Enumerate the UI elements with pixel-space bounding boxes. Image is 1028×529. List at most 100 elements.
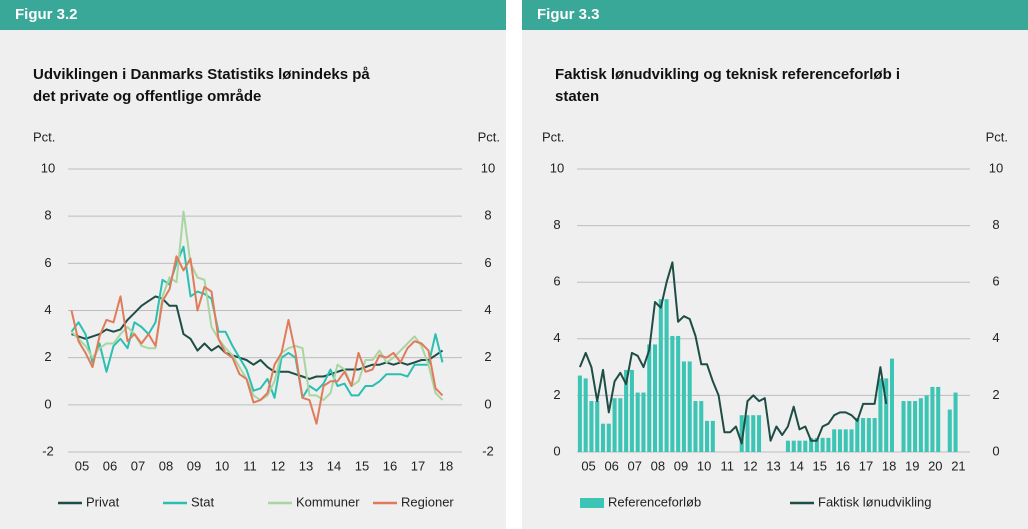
y2-tick-label: 0 (992, 443, 999, 458)
chart-title: staten (555, 88, 599, 105)
y-tick-label: 0 (553, 443, 560, 458)
x-tick-label: 18 (882, 458, 896, 473)
x-tick-label: 15 (813, 458, 827, 473)
bar (866, 418, 871, 452)
bar (629, 369, 634, 452)
bar (699, 401, 704, 452)
bar (600, 423, 606, 452)
chart-title: Udviklingen i Danmarks Statistiks lønind… (33, 66, 370, 83)
legend-label: Faktisk lønudvikling (818, 494, 931, 509)
x-tick-label: 10 (215, 458, 229, 473)
x-tick-label: 07 (131, 458, 145, 473)
x-tick-label: 13 (299, 458, 313, 473)
panel-header (0, 0, 506, 30)
bar (861, 418, 866, 452)
x-tick-label: 15 (355, 458, 369, 473)
x-tick-label: 13 (766, 458, 780, 473)
bar (606, 423, 611, 452)
bar (577, 375, 582, 452)
x-tick-label: 09 (187, 458, 201, 473)
bar (745, 415, 750, 452)
x-tick-label: 14 (789, 458, 803, 473)
x-tick-label: 12 (743, 458, 757, 473)
bar (930, 386, 935, 452)
bar (953, 392, 958, 452)
x-tick-label: 06 (604, 458, 618, 473)
chart-title: Faktisk lønudvikling og teknisk referenc… (555, 66, 900, 83)
y-tick-label: 6 (553, 274, 560, 289)
x-tick-label: 05 (75, 458, 89, 473)
x-tick-label: 10 (697, 458, 711, 473)
x-tick-label: 12 (271, 458, 285, 473)
x-tick-label: 08 (651, 458, 665, 473)
bar (803, 440, 808, 452)
x-tick-label: 08 (159, 458, 173, 473)
bar (624, 369, 629, 452)
bar (849, 429, 854, 452)
line (71, 295, 444, 380)
legend-swatch (580, 498, 604, 508)
bar (889, 358, 895, 452)
x-tick-label: 07 (628, 458, 642, 473)
chart-title: det private og offentlige område (33, 88, 261, 105)
x-tick-label: 18 (439, 458, 453, 473)
y-tick-label: 0 (44, 396, 51, 411)
bar (658, 299, 663, 452)
x-tick-label: 11 (243, 458, 257, 473)
bar (907, 401, 912, 452)
x-tick-label: 20 (928, 458, 942, 473)
line (578, 261, 888, 445)
panel (0, 0, 506, 529)
bar (918, 398, 923, 452)
bar (647, 344, 652, 452)
legend-label: Referenceforløb (608, 494, 701, 509)
bar (652, 344, 658, 452)
x-tick-label: 17 (859, 458, 873, 473)
line (70, 210, 444, 402)
y-tick-label: 4 (553, 330, 560, 345)
panel-header (522, 0, 1028, 30)
x-tick-label: 09 (674, 458, 688, 473)
bar (739, 415, 744, 452)
y2-axis-label: Pct. (986, 129, 1008, 144)
y-tick-label: 4 (44, 302, 51, 317)
x-tick-label: 21 (951, 458, 965, 473)
y2-tick-label: 4 (484, 302, 491, 317)
y-tick-label: -2 (42, 443, 54, 458)
y2-tick-label: 10 (989, 160, 1003, 175)
bar (878, 378, 883, 452)
bar (705, 420, 710, 452)
y-tick-label: 2 (44, 349, 51, 364)
bar (797, 440, 802, 452)
panel-label: Figur 3.2 (15, 6, 78, 23)
y-tick-label: 8 (44, 208, 51, 223)
y-tick-label: 2 (553, 387, 560, 402)
bar (924, 395, 929, 452)
bar (820, 437, 825, 452)
bar (670, 335, 675, 452)
y-tick-label: 10 (41, 160, 55, 175)
bar (664, 299, 669, 452)
x-tick-label: 19 (905, 458, 919, 473)
bar (676, 335, 681, 452)
x-tick-label: 06 (103, 458, 117, 473)
x-tick-label: 14 (327, 458, 341, 473)
bar (681, 361, 686, 452)
bar (757, 415, 762, 452)
bar (947, 409, 952, 452)
x-tick-label: 16 (383, 458, 397, 473)
y-tick-label: 6 (44, 255, 51, 270)
bar (872, 418, 877, 452)
bar (809, 437, 814, 452)
bar (710, 420, 715, 452)
bar (837, 429, 842, 452)
y2-tick-label: 10 (481, 160, 495, 175)
bar (618, 398, 623, 452)
bar (884, 378, 889, 452)
bar (826, 437, 831, 452)
bar (936, 386, 941, 452)
bar (832, 429, 837, 452)
bar (612, 398, 617, 452)
panel (522, 0, 1028, 529)
